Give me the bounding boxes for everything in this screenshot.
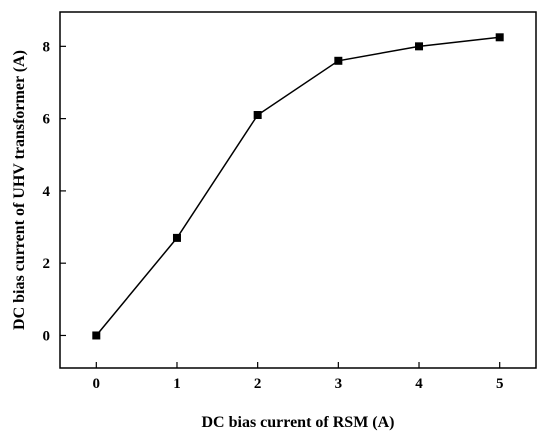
y-tick-label-0: 0 — [43, 328, 51, 344]
x-tick-label-0: 0 — [93, 376, 101, 392]
data-point-3 — [334, 56, 343, 65]
x-axis-title: DC bias current of RSM (A) — [201, 414, 394, 431]
series-group — [92, 33, 504, 340]
x-tick-label-4: 4 — [415, 376, 423, 392]
y-axis-title: DC bias current of UHV transformer (A) — [11, 50, 28, 330]
data-point-2 — [253, 111, 262, 120]
y-axis-ticks: 0 2 4 6 8 — [43, 39, 66, 344]
y-tick-label-1: 2 — [43, 256, 51, 272]
plot-frame — [59, 11, 537, 369]
data-point-1 — [172, 233, 181, 242]
x-tick-label-5: 5 — [496, 376, 504, 392]
x-tick-label-1: 1 — [173, 376, 181, 392]
data-point-5 — [495, 33, 504, 42]
series-line-0 — [95, 36, 500, 336]
x-tick-label-2: 2 — [254, 376, 262, 392]
y-tick-label-3: 6 — [43, 112, 51, 128]
y-tick-label-2: 4 — [43, 184, 51, 200]
x-axis-ticks: 0 1 2 3 4 5 — [93, 362, 504, 392]
data-point-4 — [415, 42, 424, 51]
data-point-0 — [92, 331, 101, 340]
x-tick-label-3: 3 — [335, 376, 343, 392]
y-tick-label-4: 8 — [43, 39, 51, 55]
